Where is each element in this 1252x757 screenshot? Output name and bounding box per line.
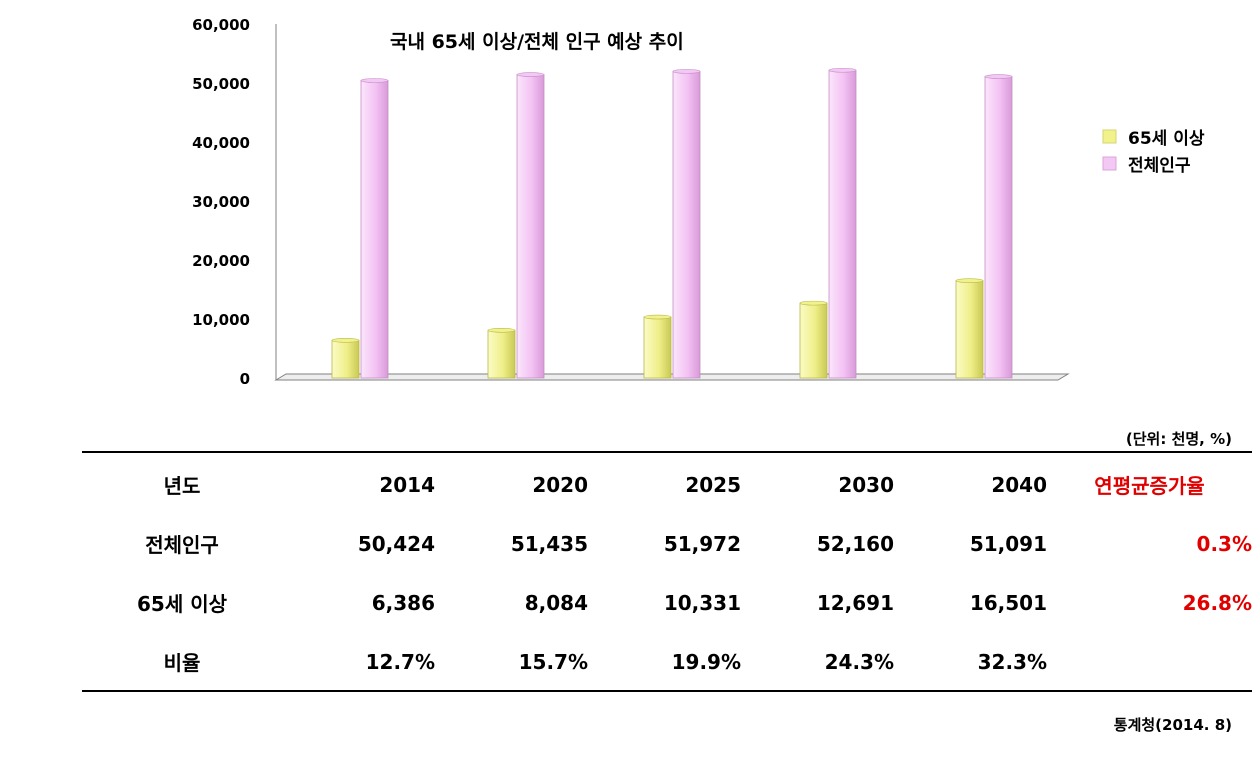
bar-total-population-cap	[516, 72, 545, 77]
unit-note: (단위: 천명, %)	[1125, 430, 1232, 448]
bar-chart: 0 10,000 20,000 30,000 40,000 50,000 60,000 국내…	[192, 16, 1205, 388]
table-cell: 15.7%	[518, 649, 588, 674]
y-tick-label: 20,000	[192, 252, 250, 270]
table-cell: 16,501	[969, 590, 1047, 615]
table-row: 65세 이상 6,386 8,084 10,331 12,691 16,501 …	[82, 573, 1252, 632]
chart-title: 국내 65세 이상/전체 인구 예상 추이	[390, 31, 684, 53]
header-year-label: 년도	[163, 474, 201, 498]
row-label-ratio: 비율	[163, 651, 201, 675]
bar-65plus-cap	[331, 338, 360, 343]
bar-total-population-cap	[828, 67, 857, 73]
legend: 65세 이상 전체인구	[1102, 129, 1205, 176]
y-tick-label: 0	[240, 370, 250, 388]
table-cell: 32.3%	[977, 649, 1047, 674]
bar-65plus	[331, 339, 360, 379]
bar-65plus-cap	[643, 314, 672, 320]
table-row: 전체인구 50,424 51,435 51,972 52,160 51,091 …	[82, 514, 1252, 573]
row-label-65plus: 65세 이상	[137, 592, 227, 616]
legend-label-total: 전체인구	[1128, 156, 1191, 176]
table-cell: 51,091	[969, 531, 1047, 556]
bar-65plus	[643, 316, 672, 379]
bar-total-population	[984, 76, 1013, 379]
chart-axes	[274, 24, 1070, 381]
header-year: 2030	[838, 472, 894, 497]
table-cell: 6,386	[371, 590, 435, 615]
y-tick-label: 60,000	[192, 16, 250, 34]
table-top-rule	[82, 451, 1252, 453]
bar-65plus	[955, 280, 984, 379]
table-cell: 10,331	[663, 590, 741, 615]
table-cell: 24.3%	[824, 649, 894, 674]
bar-total-population	[516, 74, 545, 379]
table-cell: 50,424	[357, 531, 435, 556]
y-tick-label: 30,000	[192, 193, 250, 211]
table-cell: 8,084	[524, 590, 588, 615]
growth-rate-total: 0.3%	[1196, 531, 1252, 556]
y-tick-label: 50,000	[192, 75, 250, 93]
table-cell: 12,691	[816, 590, 894, 615]
table-cell: 52,160	[816, 531, 894, 556]
legend-swatch-65plus	[1102, 129, 1117, 144]
growth-rate-ratio	[1047, 632, 1252, 691]
bar-65plus-cap	[955, 278, 984, 283]
y-tick-label: 10,000	[192, 311, 250, 329]
bar-total-population	[360, 80, 389, 379]
bar-total-population	[672, 70, 701, 379]
table-header-row: 년도 2014 2020 2025 2030 2040 연평균증가율	[82, 455, 1252, 514]
bar-total-population-cap	[672, 69, 701, 74]
table-cell: 12.7%	[365, 649, 435, 674]
bar-total-population	[828, 69, 857, 379]
header-year: 2014	[379, 472, 435, 497]
header-year: 2020	[532, 472, 588, 497]
population-table: 년도 2014 2020 2025 2030 2040 연평균증가율 전체인구 …	[82, 455, 1252, 691]
row-label-total: 전체인구	[145, 533, 219, 557]
bar-65plus	[799, 302, 828, 379]
table-cell: 51,972	[663, 531, 741, 556]
bars	[331, 67, 1013, 379]
legend-label-65plus: 65세 이상	[1128, 129, 1205, 149]
table-row: 비율 12.7% 15.7% 19.9% 24.3% 32.3%	[82, 632, 1252, 691]
bar-65plus-cap	[487, 328, 516, 333]
y-tick-label: 40,000	[192, 134, 250, 152]
table-cell: 51,435	[510, 531, 588, 556]
bar-65plus-cap	[799, 300, 828, 306]
source-note: 통계청(2014. 8)	[1113, 716, 1232, 734]
y-tick-labels: 0 10,000 20,000 30,000 40,000 50,000 60,000	[192, 16, 250, 388]
legend-swatch-total	[1102, 156, 1117, 171]
header-growth-rate: 연평균증가율	[1094, 474, 1205, 498]
table-cell: 19.9%	[671, 649, 741, 674]
chart-floor	[274, 373, 1070, 381]
bar-65plus	[487, 329, 516, 379]
header-year: 2040	[991, 472, 1047, 497]
table-bottom-rule	[82, 690, 1252, 692]
header-year: 2025	[685, 472, 741, 497]
bar-total-population-cap	[360, 78, 389, 83]
bar-total-population-cap	[984, 74, 1013, 79]
growth-rate-65plus: 26.8%	[1182, 590, 1252, 615]
